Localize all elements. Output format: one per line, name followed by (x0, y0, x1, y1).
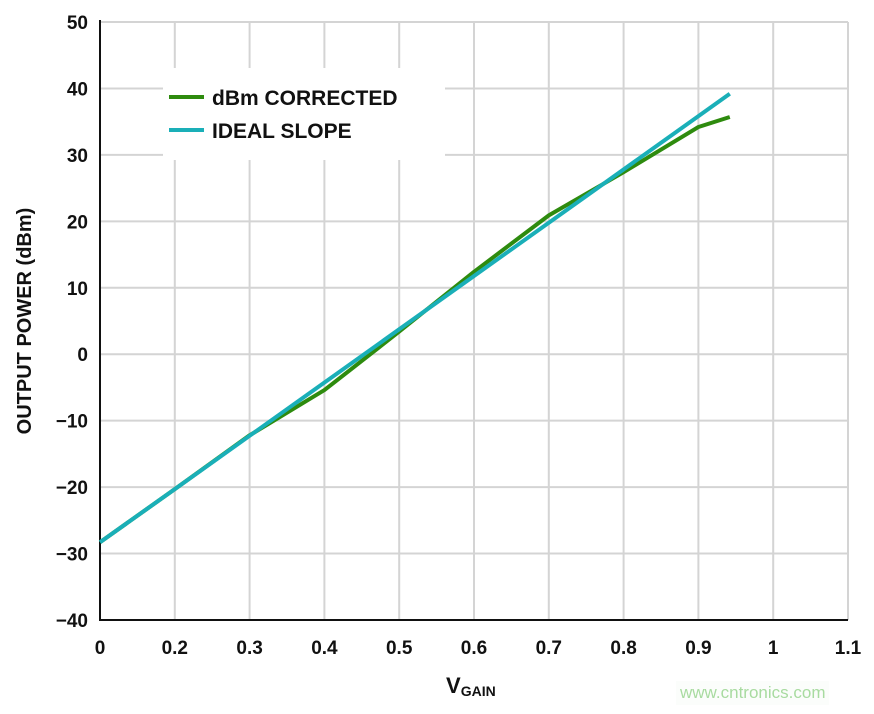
y-tick-label: −20 (56, 478, 88, 499)
x-tick-label: 0.3 (236, 638, 262, 659)
x-tick-label: 0.4 (311, 638, 338, 659)
x-tick-label: 0.9 (685, 638, 711, 659)
series-line-ideal-slope (98, 92, 731, 544)
legend-background (163, 68, 445, 160)
y-axis-label: OUTPUT POWER (dBm) (14, 208, 36, 435)
watermark: www.cntronics.com (676, 681, 830, 705)
y-tick-label: 10 (67, 279, 88, 300)
y-tick-label: 30 (67, 146, 88, 167)
x-axis-label: VGAIN (446, 673, 496, 699)
y-tick-label: 20 (67, 212, 88, 233)
y-tick-label: 40 (67, 79, 88, 100)
legend-label: IDEAL SLOPE (212, 120, 352, 143)
x-tick-label: 1.1 (835, 638, 862, 659)
x-tick-label: 0.6 (461, 638, 487, 659)
series-line-dbm-corrected (98, 115, 731, 544)
y-tick-label: 50 (67, 13, 88, 34)
x-tick-label: 0.2 (162, 638, 188, 659)
y-tick-label: −40 (56, 611, 88, 632)
x-tick-label: 1 (768, 638, 779, 659)
x-tick-label: 0.5 (386, 638, 413, 659)
x-tick-label: 0.8 (610, 638, 636, 659)
x-tick-label: 0 (95, 638, 106, 659)
y-tick-label: −10 (56, 412, 88, 433)
y-tick-label: −30 (56, 545, 88, 566)
x-tick-label: 0.7 (536, 638, 562, 659)
legend-label: dBm CORRECTED (212, 87, 398, 110)
y-tick-label: 0 (77, 345, 88, 366)
